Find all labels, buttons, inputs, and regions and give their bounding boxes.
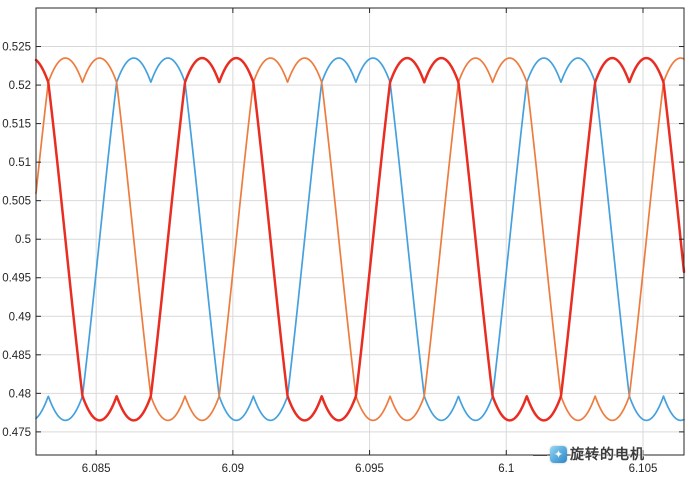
y-tick-label: 0.505 xyxy=(2,196,31,208)
y-tick-label: 0.475 xyxy=(2,427,31,439)
y-tick-label: 0.485 xyxy=(2,350,31,362)
x-tick-label: 6.1 xyxy=(498,463,514,475)
axes-box xyxy=(35,7,685,456)
phase-blue-line xyxy=(35,57,685,422)
y-tick-label: 0.515 xyxy=(2,119,31,131)
x-tick-label: 6.09 xyxy=(222,463,244,475)
y-tick-label: 0.52 xyxy=(9,80,31,92)
y-tick-label: 0.495 xyxy=(2,273,31,285)
x-tick-label: 6.085 xyxy=(82,463,111,475)
x-tick-label: 6.095 xyxy=(355,463,384,475)
phase-orange-line xyxy=(35,57,685,422)
y-tick-label: 0.49 xyxy=(9,311,31,323)
y-tick-label: 0.525 xyxy=(2,42,31,54)
y-tick-label: 0.5 xyxy=(15,234,31,246)
y-tick-label: 0.48 xyxy=(9,388,31,400)
y-tick-label: 0.51 xyxy=(9,157,31,169)
phase-red-line xyxy=(34,56,686,422)
x-tick-label: 6.105 xyxy=(629,463,658,475)
